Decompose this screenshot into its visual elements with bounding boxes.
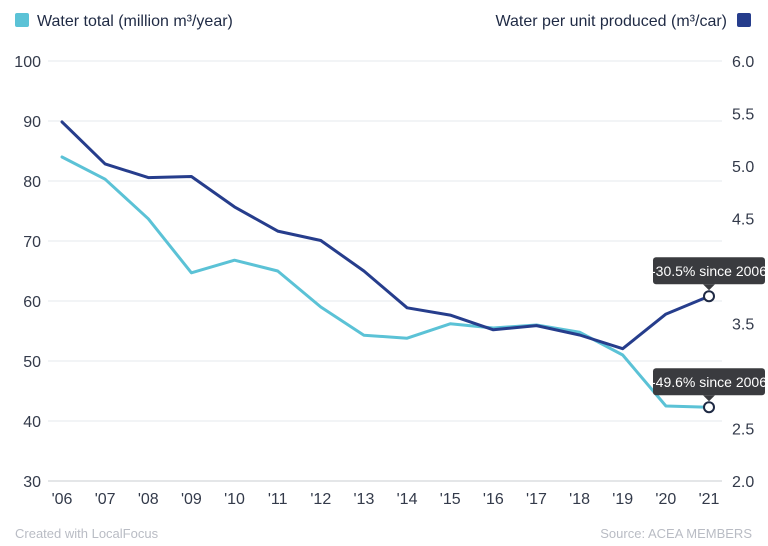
left-axis: 30 40 50 60 70 80 90 100 xyxy=(14,54,41,491)
right-tick-label: 3.5 xyxy=(732,317,754,334)
annotation-pointer xyxy=(703,284,715,291)
left-tick-label: 50 xyxy=(23,354,41,371)
left-tick-label: 90 xyxy=(23,114,41,131)
left-tick-label: 100 xyxy=(14,54,41,71)
x-tick-label: '12 xyxy=(310,491,331,508)
annotation-label: -49.6% since 2006 xyxy=(651,374,767,390)
right-tick-label: 6.0 xyxy=(732,54,754,71)
x-tick-label: '21 xyxy=(699,491,720,508)
footer-credit: Created with LocalFocus xyxy=(15,526,159,541)
x-tick-label: '10 xyxy=(224,491,245,508)
x-tick-label: '15 xyxy=(440,491,461,508)
gridlines xyxy=(48,60,722,482)
left-tick-label: 60 xyxy=(23,294,41,311)
left-tick-label: 80 xyxy=(23,174,41,191)
x-tick-label: '09 xyxy=(181,491,202,508)
x-tick-label: '16 xyxy=(483,491,504,508)
x-tick-label: '07 xyxy=(95,491,116,508)
annotation-box xyxy=(653,368,765,396)
right-tick-label: 5.0 xyxy=(732,159,754,176)
right-tick-label: 2.5 xyxy=(732,422,754,439)
series-line-water-per-unit xyxy=(60,120,711,351)
x-tick-label: '18 xyxy=(569,491,590,508)
left-tick-label: 40 xyxy=(23,414,41,431)
legend: Water total (million m³/year) Water per … xyxy=(15,13,751,30)
x-tick-label: '14 xyxy=(397,491,418,508)
left-tick-label: 70 xyxy=(23,234,41,251)
annotation-callout: -30.5% since 2006 xyxy=(651,257,767,303)
right-tick-label: 4.5 xyxy=(732,212,754,229)
annotations: -30.5% since 2006 -49.6% since 2006 xyxy=(651,257,767,414)
x-tick-label: '17 xyxy=(526,491,547,508)
footer-source: Source: ACEA MEMBERS xyxy=(600,526,752,541)
legend-label-water-per-unit: Water per unit produced (m³/car) xyxy=(496,13,727,30)
legend-swatch-water-per-unit xyxy=(737,13,751,27)
right-tick-label: 2.0 xyxy=(732,474,754,491)
left-tick-label: 30 xyxy=(23,474,41,491)
x-tick-label: '13 xyxy=(354,491,375,508)
x-tick-label: '11 xyxy=(268,491,288,508)
annotation-box xyxy=(653,257,765,285)
series-group xyxy=(60,120,711,409)
x-tick-label: '06 xyxy=(52,491,73,508)
annotation-marker xyxy=(703,401,715,414)
series-line-water-total xyxy=(60,155,711,409)
annotation-callout: -49.6% since 2006 xyxy=(651,368,767,414)
x-tick-label: '08 xyxy=(138,491,159,508)
annotation-label: -30.5% since 2006 xyxy=(651,263,767,279)
annotation-marker xyxy=(703,290,715,303)
x-tick-label: '19 xyxy=(612,491,633,508)
right-tick-label: 5.5 xyxy=(732,107,754,124)
legend-swatch-water-total xyxy=(15,13,29,27)
annotation-pointer xyxy=(703,395,715,402)
x-tick-label: '20 xyxy=(655,491,676,508)
legend-label-water-total: Water total (million m³/year) xyxy=(37,13,233,30)
x-axis: '06 '07 '08 '09 '10 '11 '12 '13 '14 '15 '16 '17 '18 '… xyxy=(52,491,720,508)
